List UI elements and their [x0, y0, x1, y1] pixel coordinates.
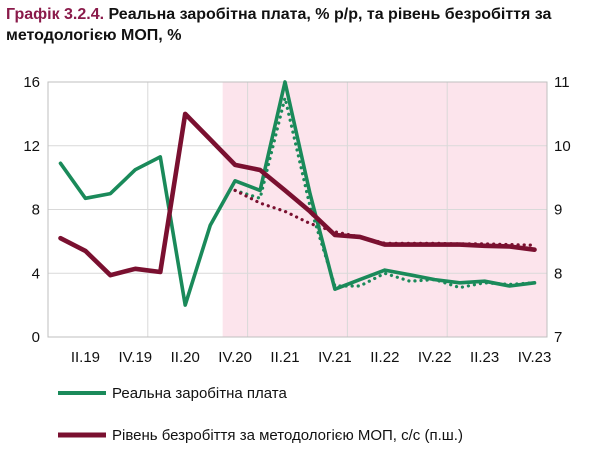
y-left-tick-label: 4: [32, 265, 40, 282]
x-tick-label: IV.21: [318, 349, 352, 366]
x-tick-label: IV.23: [518, 349, 552, 366]
chart-title-label: Графік 3.2.4.: [6, 6, 105, 23]
y-left-tick-label: 0: [32, 329, 40, 346]
x-tick-label: IV.20: [218, 349, 252, 366]
x-tick-label: II.19: [71, 349, 100, 366]
x-tick-label: II.20: [171, 349, 200, 366]
x-tick-label: II.22: [370, 349, 399, 366]
y-left-tick-label: 16: [23, 74, 40, 91]
chart-title: Графік 3.2.4. Реальна заробітна плата, %…: [6, 4, 586, 46]
y-right-tick-label: 8: [554, 265, 562, 282]
x-tick-label: II.23: [470, 349, 499, 366]
y-right-tick-label: 10: [554, 138, 571, 155]
wage-series-line: [58, 80, 537, 307]
y-right-tick-label: 9: [554, 202, 562, 219]
y-left-tick-label: 8: [32, 202, 40, 219]
legend-label: Реальна заробітна плата: [112, 385, 287, 402]
y-right-tick-label: 11: [554, 74, 570, 91]
legend-label: Рівень безробіття за методологією МОП, с…: [112, 427, 463, 444]
x-tick-label: II.21: [270, 349, 299, 366]
unemployment-series-line: [58, 111, 537, 278]
wage-dotted-series-line: [233, 96, 537, 290]
y-right-tick-label: 7: [554, 329, 562, 346]
plot-border: [47, 81, 548, 338]
x-tick-label: IV.22: [418, 349, 452, 366]
chart-title-text: Реальна заробітна плата, % р/р, та рівен…: [6, 6, 552, 44]
x-tick-label: IV.19: [118, 349, 152, 366]
y-left-tick-label: 12: [23, 138, 40, 155]
